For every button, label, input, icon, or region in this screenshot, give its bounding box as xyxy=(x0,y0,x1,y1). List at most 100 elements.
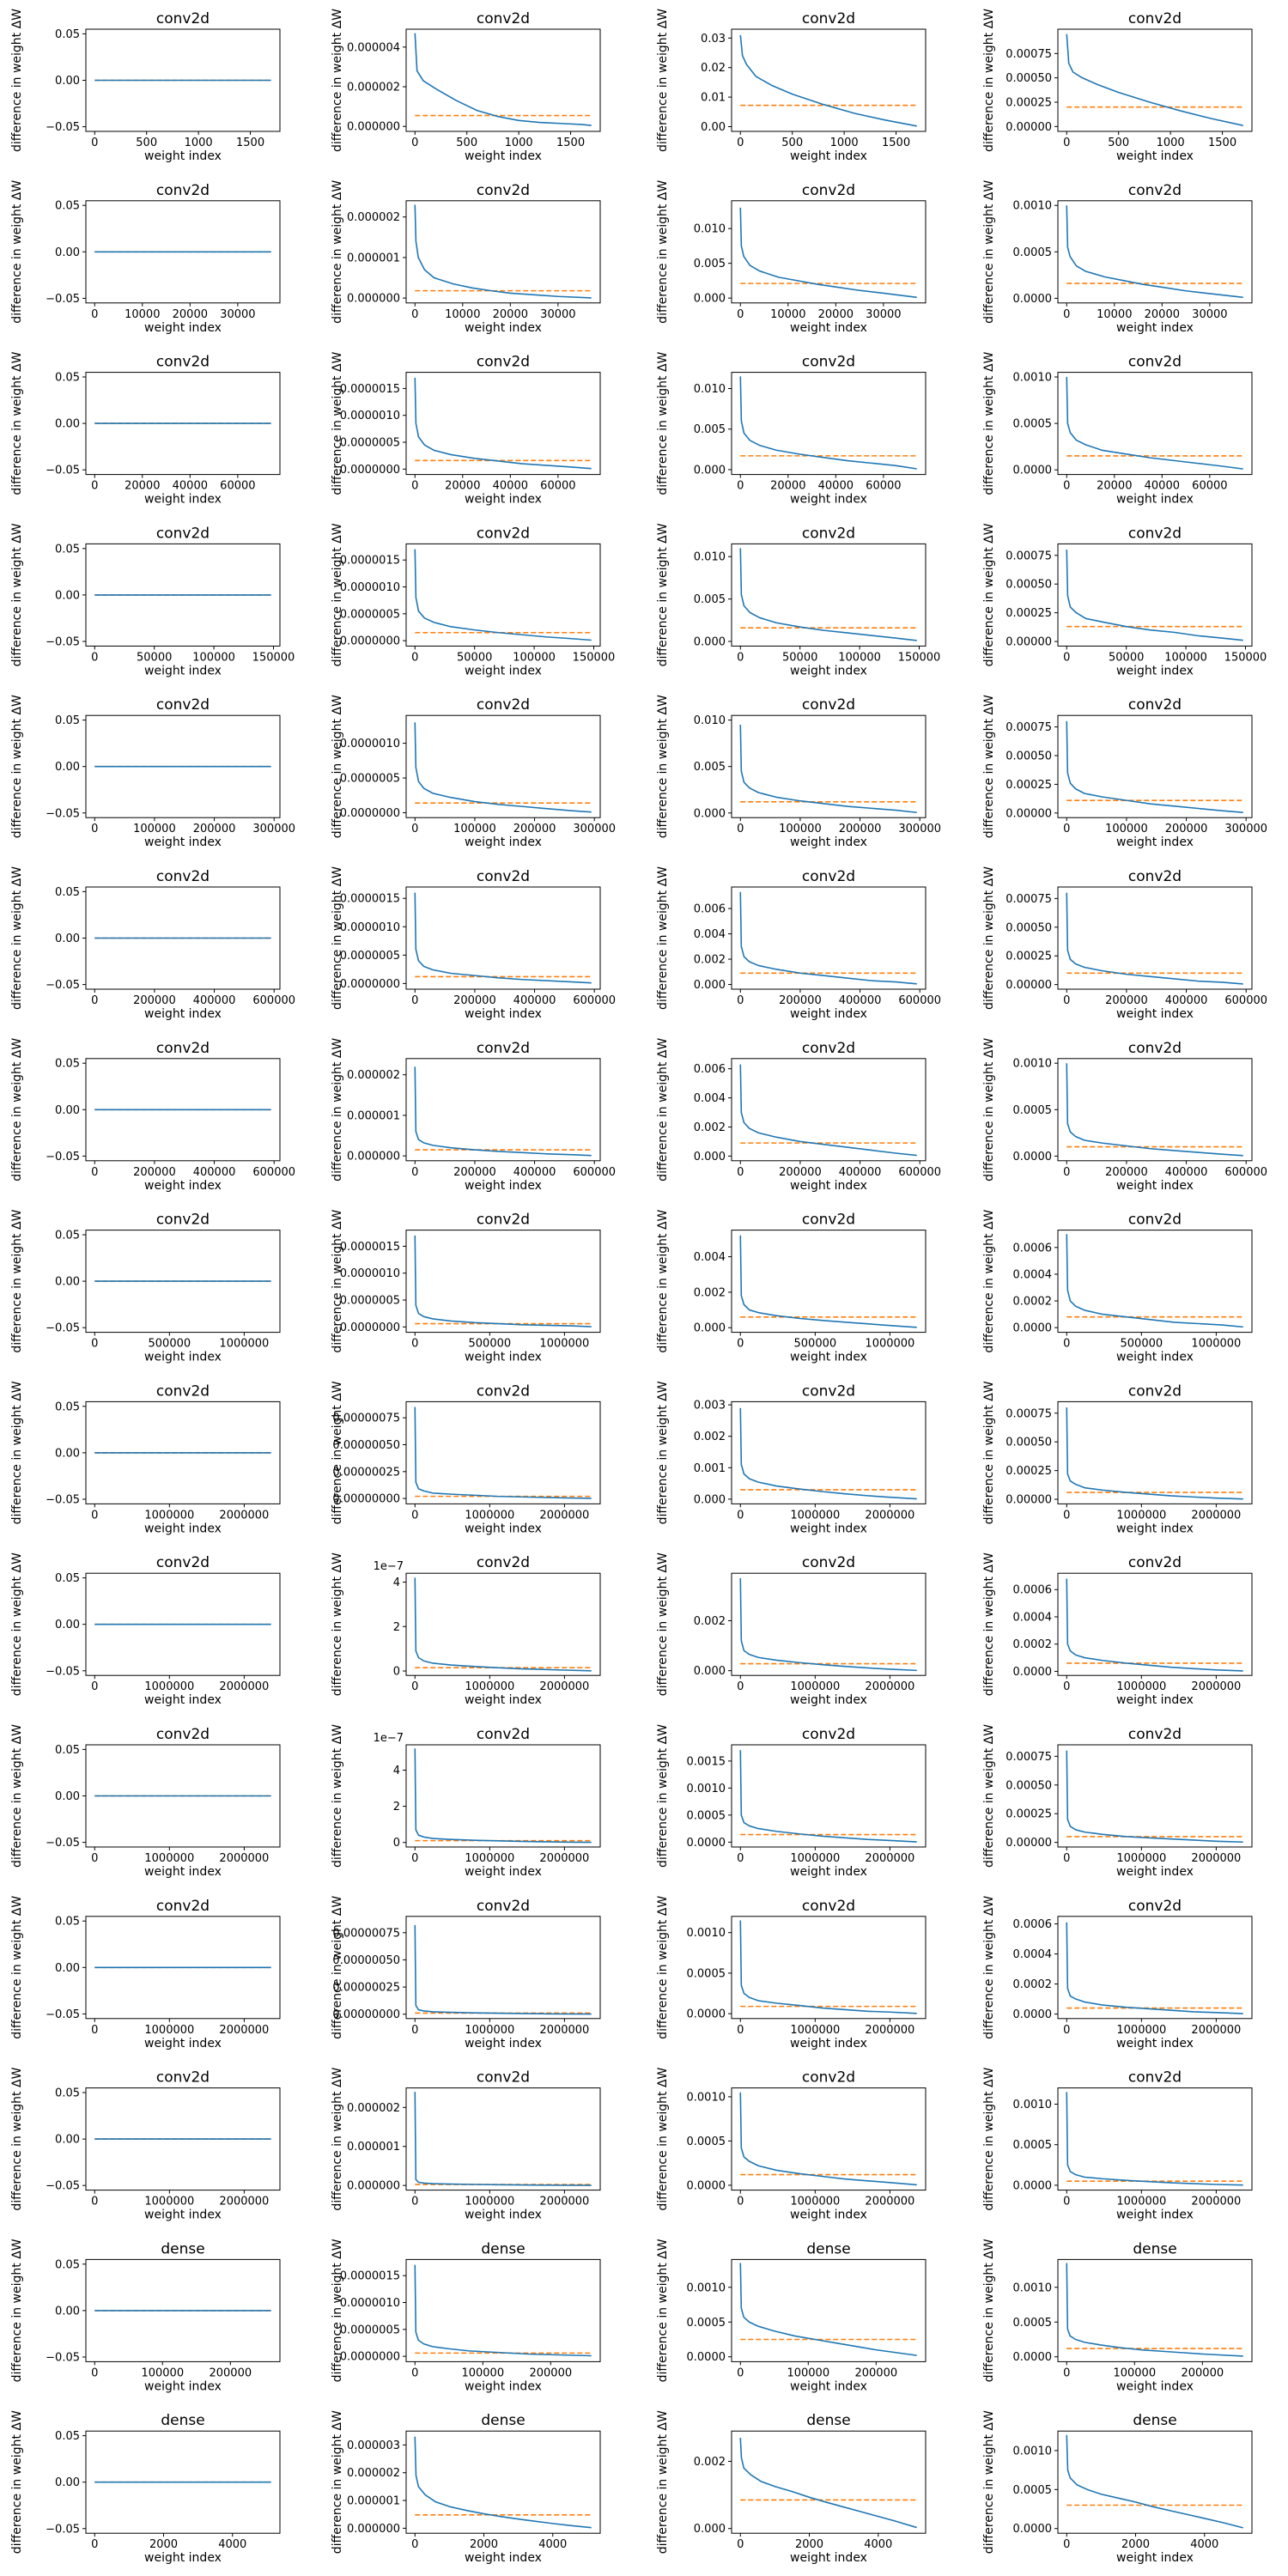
subplot-r0-c2: conv2d 0 500 1000 1500 0.00 0.01 0.02 0.03 weight… xyxy=(656,9,927,163)
x-axis-label: weight index xyxy=(144,2551,222,2565)
y-tick-label: −0.05 xyxy=(46,1322,80,1335)
axes-frame xyxy=(1057,372,1253,476)
axes-frame xyxy=(405,372,601,476)
subplot-r2-c2: conv2d 0 20000 40000 60000 0.000 0.005 0.010 wei… xyxy=(656,351,927,507)
x-tick-label: 40000 xyxy=(493,480,528,493)
y-tick-label: −0.05 xyxy=(46,1493,80,1506)
x-tick-label: 0 xyxy=(1063,1338,1070,1351)
subplot-r11-c3: conv2d 0 1000000 2000000 0.0000 0.0002 0.0004 0… xyxy=(982,1896,1253,2050)
x-tick-label: 0 xyxy=(1063,137,1070,149)
subplot-title: conv2d xyxy=(477,1726,530,1743)
axes-frame xyxy=(1057,543,1253,647)
axes-frame xyxy=(731,1230,927,1334)
y-tick-label: 0.0005 xyxy=(687,1809,726,1822)
subplot-title: conv2d xyxy=(156,1554,210,1571)
subplot-title: conv2d xyxy=(1128,696,1182,714)
data-curve xyxy=(1066,550,1243,641)
subplot-r11-c2: conv2d 0 1000000 2000000 0.0000 0.0005 0.0010 w… xyxy=(656,1896,927,2050)
x-tick-label: 4000 xyxy=(1190,2538,1218,2551)
x-tick-label: 2000000 xyxy=(865,2024,914,2037)
x-tick-label: 1000000 xyxy=(1191,1338,1241,1351)
subplot-r7-c0: conv2d 0 500000 1000000 −0.05 0.00 0.05 weight … xyxy=(10,1209,281,1364)
x-tick-label: 2000000 xyxy=(865,1509,914,1522)
y-tick-label: 0.0000 xyxy=(687,2351,726,2364)
y-axis-label: difference in weight ΔW xyxy=(331,2067,344,2210)
y-tick-label: 0.0000 xyxy=(687,2008,726,2021)
data-curve xyxy=(739,1407,917,1500)
x-tick-label: 200000 xyxy=(1165,823,1208,835)
x-axis-label: weight index xyxy=(790,2208,867,2222)
x-tick-label: 0 xyxy=(411,480,418,493)
y-axis-label: difference in weight ΔW xyxy=(656,1724,670,1868)
y-tick-label: 0.000000 xyxy=(347,2523,400,2536)
data-curve xyxy=(739,1064,917,1157)
y-tick-label: 0.0005 xyxy=(1013,418,1053,431)
subplot-title: conv2d xyxy=(1128,868,1182,885)
y-tick-label: 0.00 xyxy=(701,121,726,134)
y-tick-label: 0.0006 xyxy=(1013,1918,1053,1931)
x-tick-label: 400000 xyxy=(193,1166,236,1179)
axes-frame xyxy=(731,1058,927,1162)
x-tick-label: 0 xyxy=(737,480,744,493)
y-tick-label: 0.000001 xyxy=(347,2141,400,2154)
x-tick-label: 50000 xyxy=(1109,651,1144,664)
x-tick-label: 0 xyxy=(411,2196,418,2208)
x-tick-label: 150000 xyxy=(1224,651,1267,664)
x-tick-label: 2000000 xyxy=(1191,2024,1241,2037)
x-tick-label: 0 xyxy=(1063,2196,1070,2208)
x-tick-label: 20000 xyxy=(493,308,528,321)
y-tick-label: −0.05 xyxy=(46,635,80,648)
subplot-r14-c2: dense 0 2000 4000 0.000 0.002 weight index diff… xyxy=(656,2410,927,2565)
x-tick-label: 1000000 xyxy=(1116,2196,1166,2208)
x-tick-label: 100000 xyxy=(513,651,556,664)
x-tick-label: 400000 xyxy=(1165,994,1208,1007)
y-axis-label: difference in weight ΔW xyxy=(331,695,344,838)
x-tick-label: 20000 xyxy=(1097,480,1132,493)
y-tick-label: 0.010 xyxy=(694,714,726,727)
subplot-title: conv2d xyxy=(802,2069,855,2087)
y-tick-label: 0.005 xyxy=(694,258,726,270)
subplot-title: conv2d xyxy=(156,868,210,885)
x-tick-label: 200000 xyxy=(1105,994,1148,1007)
x-tick-label: 1000 xyxy=(505,137,533,149)
subplot-r1-c2: conv2d 0 10000 20000 30000 0.000 0.005 0.010 wei… xyxy=(656,180,927,335)
y-tick-label: 0.0000000 xyxy=(340,2351,400,2364)
x-tick-label: 0 xyxy=(737,1680,744,1693)
x-tick-label: 30000 xyxy=(1192,308,1227,321)
x-tick-label: 20000 xyxy=(125,480,160,493)
subplot-r1-c0: conv2d 0 10000 20000 30000 −0.05 0.00 0.05 weigh… xyxy=(10,180,281,335)
subplot-title: dense xyxy=(481,2412,525,2429)
axes-frame xyxy=(1057,2258,1253,2362)
y-tick-label: 0.0005 xyxy=(1013,246,1053,259)
y-tick-label: 0.0000005 xyxy=(340,2324,400,2336)
data-curve xyxy=(414,1924,592,2015)
x-axis-label: weight index xyxy=(790,1693,867,1707)
subplot-r0-c1: conv2d 0 500 1000 1500 0.000000 0.000002 0.0000… xyxy=(331,9,601,163)
subplot-r9-c1: conv2d 0 1000000 2000000 0 2 4 1e−7 weight index… xyxy=(331,1552,601,1707)
subplot-r3-c1: conv2d 0 50000 100000 150000 0.0000000 0.00000… xyxy=(331,523,615,677)
y-tick-label: 0.000002 xyxy=(347,2102,400,2115)
y-tick-label: 0.00000 xyxy=(1005,636,1052,649)
subplot-title: conv2d xyxy=(156,10,210,27)
x-tick-label: 50000 xyxy=(457,651,492,664)
x-tick-label: 0 xyxy=(737,823,744,835)
x-tick-label: 1000000 xyxy=(465,2196,514,2208)
y-tick-label: 0.00000050 xyxy=(332,1439,400,1452)
subplot-title: conv2d xyxy=(477,696,530,714)
subplot-title: conv2d xyxy=(156,1212,210,1229)
axes-frame xyxy=(1057,1400,1253,1504)
y-tick-label: 0.0000005 xyxy=(340,950,400,963)
data-curve xyxy=(739,2437,917,2529)
x-tick-label: 200000 xyxy=(133,1166,176,1179)
y-axis-label: difference in weight ΔW xyxy=(331,1209,344,1352)
x-tick-label: 10000 xyxy=(445,308,480,321)
y-tick-label: 0.0000010 xyxy=(340,738,400,750)
y-axis-label: difference in weight ΔW xyxy=(656,1381,670,1524)
subplot-title: conv2d xyxy=(156,1382,210,1400)
y-axis-label: difference in weight ΔW xyxy=(10,9,24,152)
y-tick-label: 0.0000 xyxy=(1013,1322,1053,1335)
y-tick-label: −0.05 xyxy=(46,293,80,306)
x-tick-label: 0 xyxy=(1063,2024,1070,2037)
y-tick-label: 0.0000005 xyxy=(340,437,400,450)
x-axis-label: weight index xyxy=(1116,835,1194,849)
